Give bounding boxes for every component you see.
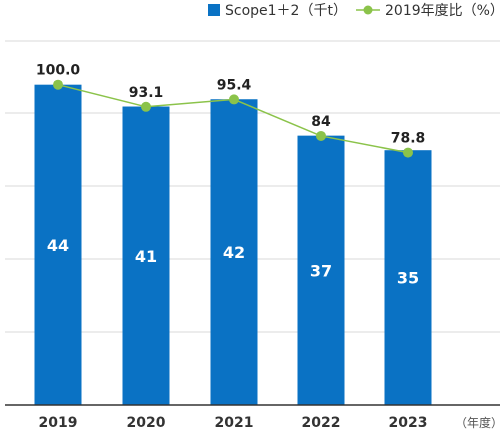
bar bbox=[384, 150, 432, 405]
legend-label-line: 2019年度比（%） bbox=[385, 3, 504, 19]
legend-swatch-bar bbox=[208, 4, 220, 16]
line-value-label: 84 bbox=[311, 114, 331, 130]
bar bbox=[122, 106, 170, 406]
x-tick-label: 2022 bbox=[302, 415, 341, 431]
bar-value-label: 35 bbox=[397, 269, 419, 288]
x-tick-label: 2023 bbox=[389, 415, 428, 431]
line-point bbox=[229, 94, 239, 105]
bar bbox=[210, 99, 258, 406]
line-point bbox=[141, 101, 151, 112]
legend-marker-icon bbox=[363, 5, 373, 15]
legend-label-bar: Scope1＋2（千t） bbox=[225, 3, 347, 19]
line-series: 100.0 93.1 95.4 84 78.8 bbox=[36, 63, 425, 158]
bar bbox=[34, 84, 82, 406]
x-tick-label: 2019 bbox=[39, 415, 78, 431]
x-axis-unit: （年度） bbox=[455, 415, 503, 430]
x-tick-label: 2020 bbox=[127, 415, 166, 431]
line-point bbox=[53, 79, 63, 90]
x-axis-ticks: 2019 2020 2021 2022 2023 bbox=[39, 415, 428, 431]
bar-value-label: 44 bbox=[47, 236, 69, 255]
line-value-label: 78.8 bbox=[391, 131, 426, 147]
bar-value-label: 42 bbox=[223, 243, 245, 262]
bar-value-label: 41 bbox=[135, 247, 157, 266]
bar-value-label: 37 bbox=[310, 261, 332, 280]
legend: Scope1＋2（千t） 2019年度比（%） bbox=[208, 3, 504, 19]
bar bbox=[297, 135, 345, 405]
line-value-label: 100.0 bbox=[36, 63, 81, 79]
line-value-label: 93.1 bbox=[129, 85, 164, 101]
line-point bbox=[316, 130, 326, 141]
line-value-label: 95.4 bbox=[217, 77, 252, 93]
line-point bbox=[403, 147, 413, 158]
bars: 44 41 42 37 35 bbox=[34, 84, 432, 406]
x-tick-label: 2021 bbox=[215, 415, 254, 431]
